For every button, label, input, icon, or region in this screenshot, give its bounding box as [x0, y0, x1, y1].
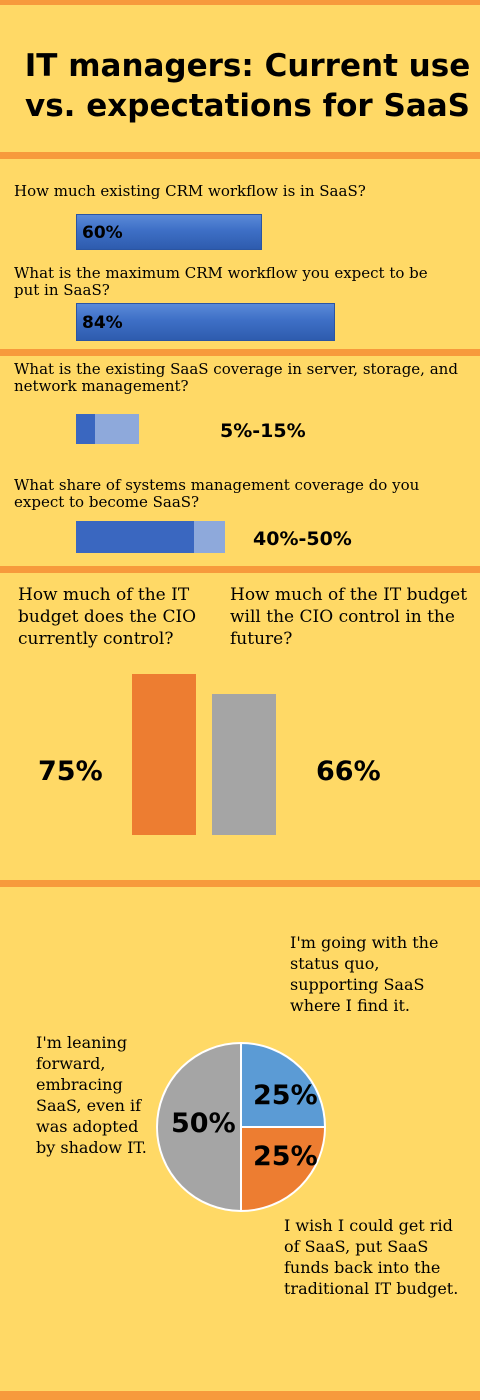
crm-bar-current: 60%	[76, 214, 262, 250]
divider	[0, 349, 480, 356]
coverage-expected-min-segment	[76, 521, 194, 553]
coverage-expected-value: 40%-50%	[253, 528, 352, 550]
crm-question-current: How much existing CRM workflow is in Saa…	[14, 182, 366, 200]
quote-get-rid: I wish I could get rid of SaaS, put SaaS…	[284, 1216, 459, 1298]
pie-label-status-quo: 25%	[253, 1080, 318, 1111]
coverage-current-min-segment	[76, 414, 95, 444]
pie-label-leaning: 50%	[171, 1108, 236, 1139]
divider	[0, 1391, 480, 1400]
quote-leaning-forward: I'm leaning forward, embracing SaaS, eve…	[36, 1033, 147, 1157]
budget-question-current: How much of the IT budget does the CIO c…	[18, 585, 197, 649]
coverage-question-current: What is the existing SaaS coverage in se…	[14, 360, 458, 395]
budget-bar-current	[132, 674, 196, 835]
budget-bar-future	[212, 694, 276, 835]
divider	[0, 0, 480, 5]
budget-question-future: How much of the IT budget will the CIO c…	[230, 585, 468, 649]
budget-future-value: 66%	[316, 756, 381, 787]
page-title: IT managers: Current use vs. expectation…	[24, 48, 471, 124]
crm-expected-value: 84%	[82, 313, 123, 333]
coverage-current-value: 5%-15%	[220, 420, 306, 442]
crm-current-value: 60%	[82, 223, 123, 243]
pie-label-get-rid: 25%	[253, 1141, 318, 1172]
crm-bar-expected: 84%	[76, 303, 335, 341]
coverage-expected-range-segment	[194, 521, 225, 553]
divider	[0, 880, 480, 887]
budget-current-value: 75%	[38, 756, 103, 787]
divider	[0, 152, 480, 159]
coverage-question-expected: What share of systems management coverag…	[14, 476, 420, 511]
coverage-current-range-segment	[95, 414, 139, 444]
divider	[0, 566, 480, 573]
crm-question-expected: What is the maximum CRM workflow you exp…	[14, 264, 428, 299]
quote-status-quo: I'm going with the status quo, supportin…	[290, 933, 439, 1015]
